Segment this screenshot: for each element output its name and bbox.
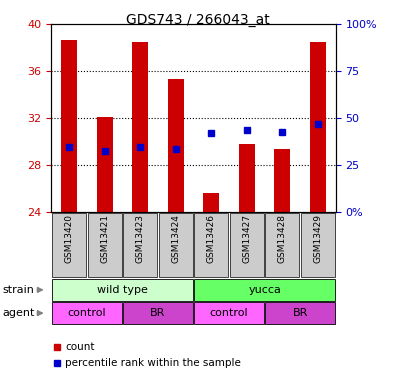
Text: BR: BR <box>150 308 166 318</box>
Text: control: control <box>210 308 248 318</box>
Text: GSM13421: GSM13421 <box>100 214 109 263</box>
Text: GSM13427: GSM13427 <box>243 214 251 263</box>
Bar <box>97 117 113 212</box>
Bar <box>230 213 264 277</box>
Text: GSM13420: GSM13420 <box>65 214 73 263</box>
Bar <box>123 302 193 324</box>
Bar <box>132 42 148 212</box>
Bar <box>194 213 228 277</box>
Text: count: count <box>65 342 95 351</box>
Text: GSM13423: GSM13423 <box>136 214 145 263</box>
Bar <box>203 193 219 212</box>
Bar <box>239 144 255 212</box>
Bar <box>88 213 122 277</box>
Bar <box>168 80 184 212</box>
Bar <box>52 279 193 301</box>
Text: strain: strain <box>2 285 34 295</box>
Bar <box>61 40 77 212</box>
Text: BR: BR <box>293 308 308 318</box>
Bar <box>194 302 264 324</box>
Text: GDS743 / 266043_at: GDS743 / 266043_at <box>126 13 269 27</box>
Text: GSM13426: GSM13426 <box>207 214 216 263</box>
Bar <box>52 213 86 277</box>
Text: agent: agent <box>2 308 34 318</box>
Text: GSM13424: GSM13424 <box>171 214 180 262</box>
Bar <box>265 302 335 324</box>
Bar <box>194 279 335 301</box>
Text: yucca: yucca <box>248 285 281 295</box>
Bar <box>52 302 122 324</box>
Text: wild type: wild type <box>97 285 148 295</box>
Text: control: control <box>68 308 106 318</box>
Bar <box>265 213 299 277</box>
Bar <box>275 148 290 212</box>
Bar <box>123 213 157 277</box>
Bar <box>301 213 335 277</box>
Bar <box>159 213 193 277</box>
Text: percentile rank within the sample: percentile rank within the sample <box>65 358 241 368</box>
Text: GSM13428: GSM13428 <box>278 214 287 263</box>
Text: GSM13429: GSM13429 <box>314 214 322 263</box>
Bar <box>310 42 326 212</box>
